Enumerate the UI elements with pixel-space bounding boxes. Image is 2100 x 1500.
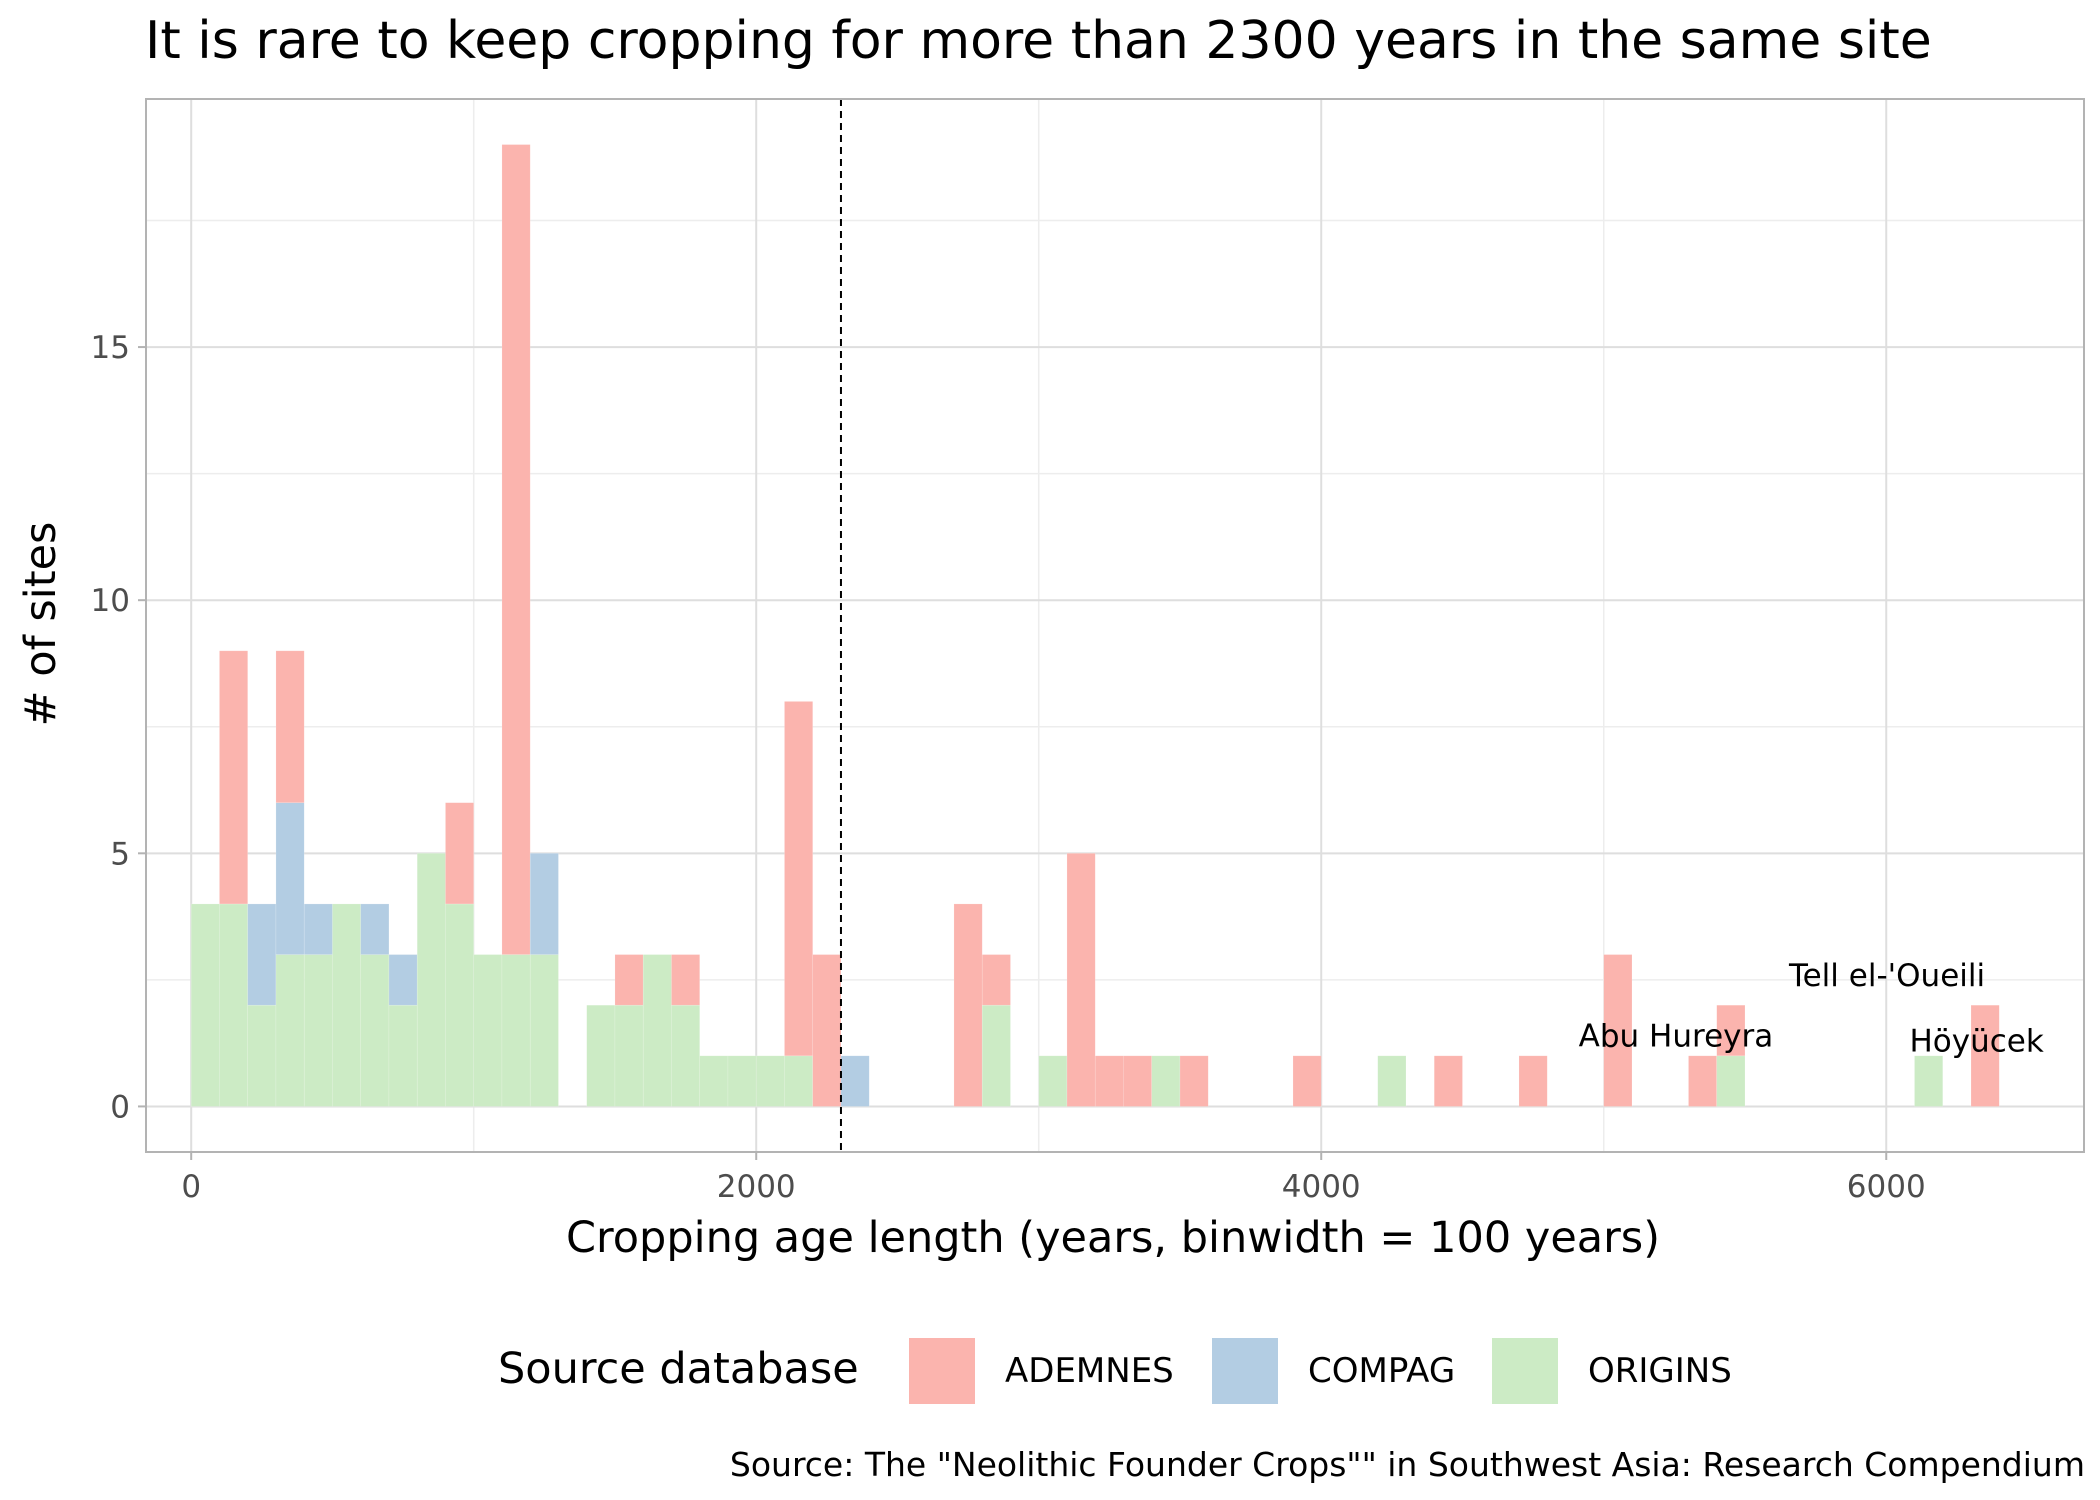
x-tick-label: 6000 bbox=[1847, 1169, 1926, 1205]
bar-origins-900 bbox=[445, 903, 475, 1107]
legend-label-origins: ORIGINS bbox=[1588, 1351, 1732, 1391]
legend-items: ADEMNES COMPAG ORIGINS bbox=[909, 1338, 1732, 1404]
annotation-label: Abu Hureyra bbox=[1579, 1019, 1774, 1055]
source-caption: Source: The "Neolithic Founder Crops"" i… bbox=[730, 1445, 2085, 1484]
legend-swatch-ademnes bbox=[909, 1338, 975, 1404]
bar-compag-2300 bbox=[840, 1055, 870, 1107]
bar-compag-300 bbox=[275, 802, 305, 955]
bar-origins-700 bbox=[388, 1004, 418, 1107]
y-tick-label: 15 bbox=[91, 330, 130, 366]
bar-ademnes-1500 bbox=[614, 954, 644, 1006]
bar-origins-5400 bbox=[1716, 1055, 1746, 1107]
bar-ademnes-100 bbox=[219, 650, 249, 905]
y-axis-ticks: 0 5 10 15 bbox=[91, 330, 146, 1125]
plot-border bbox=[145, 98, 2085, 1153]
bar-compag-400 bbox=[303, 903, 333, 955]
bar-origins-300 bbox=[275, 954, 305, 1107]
bar-ademnes-6300 bbox=[1970, 1004, 2000, 1107]
site-annotations: Tell el-'Oueili Abu Hureyra Höyücek bbox=[1579, 958, 2044, 1060]
legend-title: Source database bbox=[498, 1344, 859, 1394]
bar-origins-1900 bbox=[727, 1055, 757, 1107]
bar-origins-1700 bbox=[671, 1004, 701, 1107]
bar-origins-6100 bbox=[1914, 1055, 1944, 1107]
y-axis-label: # of sites bbox=[16, 522, 66, 727]
bar-ademnes-3500 bbox=[1179, 1055, 1209, 1107]
bar-ademnes-5400 bbox=[1716, 1004, 1746, 1057]
bar-origins-200 bbox=[247, 1004, 277, 1107]
bar-origins-3400 bbox=[1151, 1055, 1181, 1107]
bar-ademnes-2800 bbox=[981, 954, 1011, 1006]
y-tick-label: 5 bbox=[110, 836, 130, 872]
bar-ademnes-5300 bbox=[1688, 1055, 1718, 1107]
bar-ademnes-4400 bbox=[1433, 1055, 1463, 1107]
bar-compag-200 bbox=[247, 903, 277, 1006]
bar-origins-100 bbox=[219, 903, 249, 1107]
bar-ademnes-4700 bbox=[1518, 1055, 1548, 1107]
bar-origins-1000 bbox=[473, 954, 503, 1107]
bar-origins-2000 bbox=[755, 1055, 785, 1107]
bar-origins-600 bbox=[360, 954, 390, 1107]
legend-swatch-compag bbox=[1212, 1338, 1278, 1404]
plot-area: Tell el-'Oueili Abu Hureyra Höyücek bbox=[145, 98, 2085, 1153]
legend-label-compag: COMPAG bbox=[1308, 1351, 1455, 1391]
bar-ademnes-2200 bbox=[812, 954, 842, 1107]
x-tick-label: 2000 bbox=[717, 1169, 796, 1205]
bar-ademnes-2100 bbox=[784, 701, 814, 1057]
bar-ademnes-3100 bbox=[1066, 853, 1096, 1107]
annotation-label: Tell el-'Oueili bbox=[1788, 958, 1985, 994]
histogram-bars bbox=[190, 144, 2000, 1107]
bar-origins-1100 bbox=[501, 954, 531, 1107]
bar-ademnes-1100 bbox=[501, 144, 531, 955]
x-tick-label: 4000 bbox=[1282, 1169, 1361, 1205]
x-axis-label: Cropping age length (years, binwidth = 1… bbox=[566, 1213, 1660, 1263]
bar-ademnes-5000 bbox=[1603, 954, 1633, 1107]
bar-ademnes-900 bbox=[445, 802, 475, 905]
bar-ademnes-3200 bbox=[1094, 1055, 1124, 1107]
bar-origins-0 bbox=[190, 903, 220, 1107]
y-tick-label: 10 bbox=[91, 583, 130, 619]
bar-origins-1200 bbox=[529, 954, 559, 1107]
legend: Source database ADEMNES COMPAG ORIGINS bbox=[498, 1338, 1732, 1404]
bar-ademnes-2700 bbox=[953, 903, 983, 1107]
bar-compag-600 bbox=[360, 903, 390, 955]
bar-ademnes-3300 bbox=[1123, 1055, 1153, 1107]
bar-origins-800 bbox=[416, 853, 446, 1107]
bar-origins-1800 bbox=[699, 1055, 729, 1107]
bar-ademnes-300 bbox=[275, 650, 305, 803]
legend-label-ademnes: ADEMNES bbox=[1005, 1351, 1174, 1391]
annotation-label: Höyücek bbox=[1909, 1024, 2043, 1060]
bar-origins-400 bbox=[303, 954, 333, 1107]
bar-origins-1600 bbox=[642, 954, 672, 1107]
bar-origins-1500 bbox=[614, 1004, 644, 1107]
y-tick-label: 0 bbox=[110, 1089, 130, 1125]
chart-title: It is rare to keep cropping for more tha… bbox=[145, 11, 1932, 71]
bar-compag-1200 bbox=[529, 853, 559, 955]
bar-origins-1400 bbox=[586, 1004, 616, 1107]
bar-origins-2100 bbox=[784, 1055, 814, 1107]
bar-ademnes-3900 bbox=[1292, 1055, 1322, 1107]
bar-origins-500 bbox=[332, 903, 362, 1107]
bar-ademnes-1700 bbox=[671, 954, 701, 1006]
bar-origins-3000 bbox=[1038, 1055, 1068, 1107]
legend-swatch-origins bbox=[1492, 1338, 1558, 1404]
x-tick-label: 0 bbox=[181, 1169, 201, 1205]
bar-compag-700 bbox=[388, 954, 418, 1006]
x-axis-ticks: 0 2000 4000 6000 bbox=[181, 1152, 1926, 1205]
bar-origins-4200 bbox=[1377, 1055, 1407, 1107]
bar-origins-2800 bbox=[981, 1004, 1011, 1107]
